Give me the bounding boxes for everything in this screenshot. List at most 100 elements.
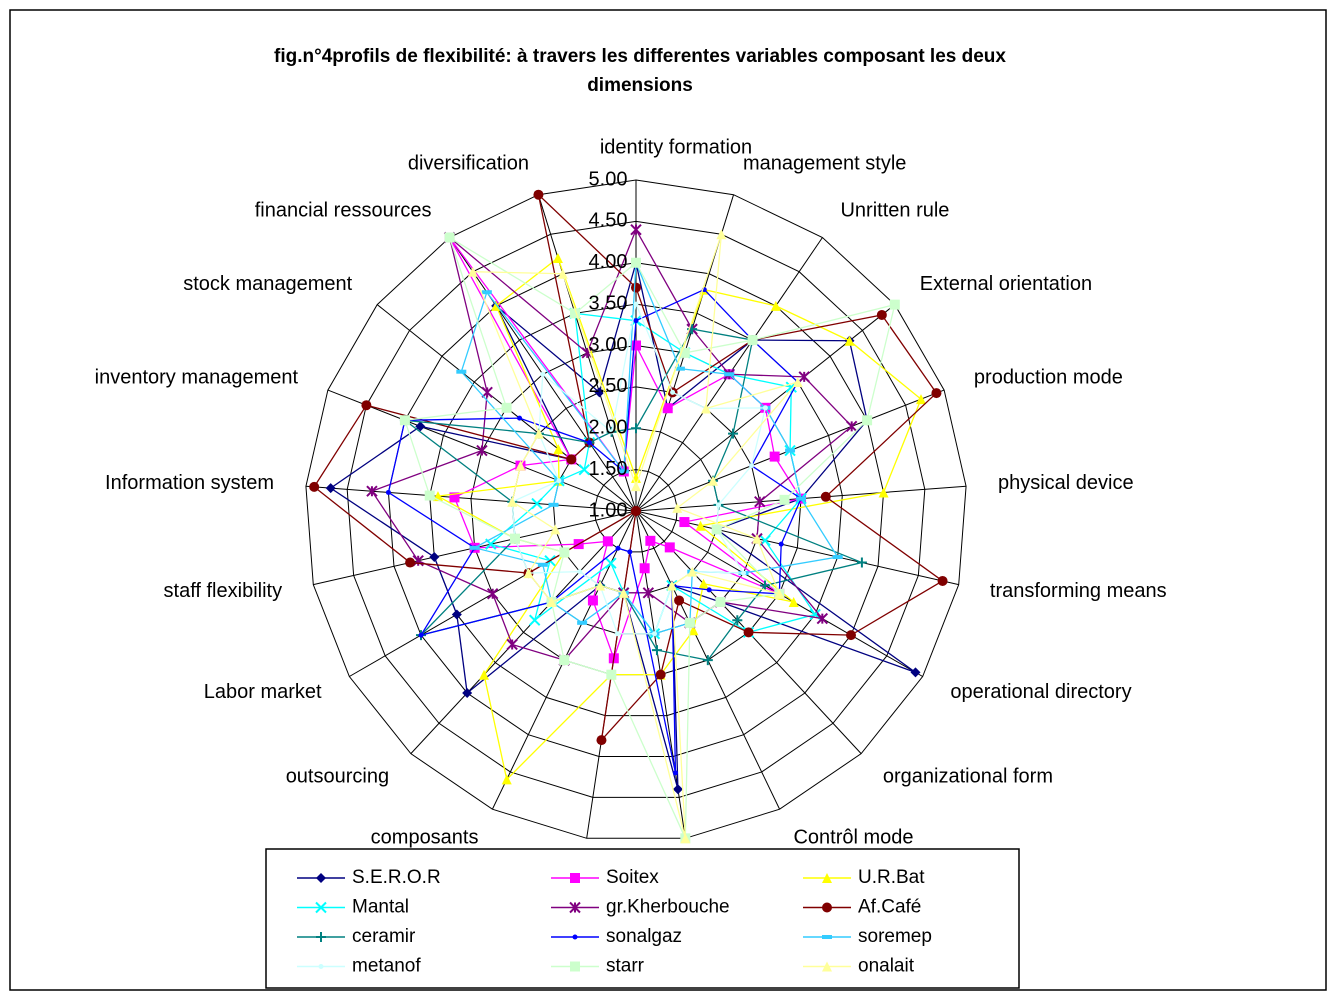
marker (910, 667, 921, 678)
marker (615, 545, 621, 551)
labels: 1.00 1.50 2.00 2.50 3.00 3.50 4.00 4.50 5.00 iden… (95, 136, 1167, 880)
marker (844, 335, 855, 346)
marker (749, 463, 755, 469)
marker (509, 533, 520, 544)
axis-label: composants (371, 826, 479, 848)
axis-label: identity formation (600, 136, 752, 158)
marker (449, 492, 460, 503)
marker (670, 389, 676, 395)
marker (316, 873, 326, 883)
marker (467, 266, 478, 277)
grid-ring (387, 262, 885, 757)
legend-label: gr.Kherbouche (606, 897, 730, 918)
marker (774, 588, 785, 599)
marker (822, 902, 832, 913)
marker (856, 557, 867, 568)
marker (429, 552, 440, 563)
grid-ring (346, 220, 926, 798)
marker (424, 490, 435, 501)
marker (770, 300, 781, 311)
marker (385, 489, 391, 495)
marker (662, 403, 673, 414)
marker (728, 428, 739, 439)
marker (451, 609, 462, 620)
tick-label: 5.00 (589, 168, 628, 190)
axis-label: transforming means (990, 580, 1167, 602)
tick-label: 3.00 (589, 334, 628, 356)
marker (531, 497, 543, 510)
legend-label: sonalgaz (606, 926, 682, 947)
marker (862, 415, 873, 426)
marker (762, 405, 768, 411)
marker (537, 562, 548, 567)
legend: S.E.R.O.R Soitex U.R.Bat Mantal gr.Kherbouch… (265, 848, 1020, 989)
marker (816, 612, 829, 625)
spoke (305, 485, 637, 512)
marker (517, 415, 523, 421)
legend-label: onalait (858, 956, 915, 977)
marker (456, 369, 467, 374)
axis-label: financial ressources (255, 199, 432, 221)
marker (633, 301, 639, 307)
marker (655, 669, 666, 680)
axis-label: management style (743, 152, 906, 174)
marker (747, 335, 758, 346)
marker (651, 645, 662, 656)
axis-label: Unritten rule (840, 199, 949, 221)
marker (695, 520, 706, 531)
marker (569, 901, 581, 914)
marker (687, 566, 698, 577)
marker (785, 448, 796, 453)
series-line (404, 236, 896, 839)
marker (631, 282, 641, 293)
marker (769, 451, 780, 462)
marker (586, 440, 592, 446)
series-line (511, 301, 767, 635)
marker (832, 555, 843, 560)
marker (528, 614, 541, 626)
marker (651, 631, 657, 637)
marker (845, 420, 858, 433)
series-line (370, 228, 853, 661)
marker (792, 377, 803, 388)
marker (559, 655, 570, 666)
tick-label: 1.00 (589, 499, 628, 521)
marker (546, 596, 557, 607)
chart-title: fig.n°4profils de flexibilité: à travers… (274, 46, 1006, 67)
axis-label: diversification (408, 152, 529, 174)
legend-label: U.R.Bat (858, 867, 925, 888)
axis-label: Contrôl mode (793, 826, 913, 848)
legend-label: ceramir (352, 926, 416, 947)
marker (684, 617, 695, 628)
marker (779, 494, 790, 505)
marker (540, 371, 546, 377)
marker (476, 444, 488, 457)
marker (596, 735, 607, 746)
legend-box (265, 848, 1020, 989)
marker (674, 595, 685, 606)
marker (602, 536, 613, 547)
marker (759, 580, 770, 591)
marker (631, 423, 641, 434)
marker (633, 318, 639, 324)
marker (754, 496, 766, 508)
axis-label: physical device (998, 472, 1134, 494)
marker (798, 371, 810, 383)
marker (609, 429, 615, 435)
marker (706, 587, 712, 593)
spoke (410, 510, 637, 754)
marker (740, 570, 746, 576)
tick-label: 2.50 (589, 375, 628, 397)
marker (845, 630, 856, 641)
marker (444, 232, 455, 243)
marker (415, 421, 426, 432)
marker (679, 517, 690, 528)
marker (724, 372, 735, 377)
marker (732, 615, 743, 626)
marker (577, 620, 588, 625)
axis-label: staff flexibility (164, 580, 283, 602)
spoke (635, 510, 959, 586)
marker (631, 340, 641, 351)
marker (715, 596, 726, 607)
chart-title: dimensions (587, 75, 693, 96)
